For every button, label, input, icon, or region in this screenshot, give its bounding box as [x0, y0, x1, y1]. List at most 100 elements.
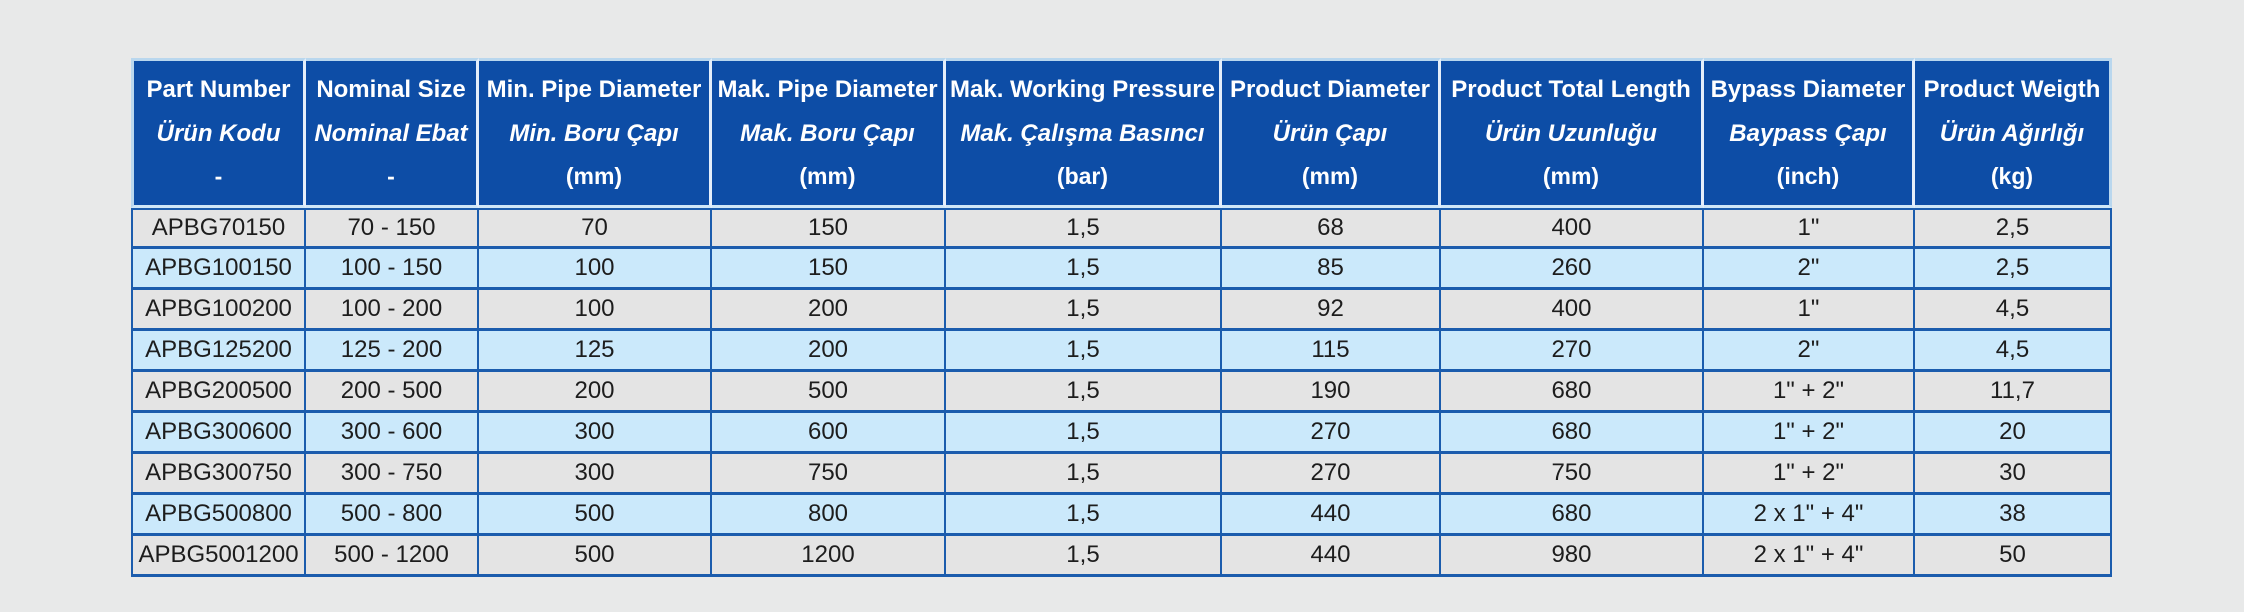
table-row-APBG500800: APBG500800 500 - 800 500 800 1,5 440 680 2 x 1"…	[131, 495, 2112, 536]
cell-min-pipe-diameter: 125	[479, 331, 712, 372]
column-unit: -	[387, 162, 395, 189]
cell-mak-pipe-diameter: 150	[712, 249, 946, 290]
column-title-tr: Ürün Kodu	[156, 119, 281, 147]
column-title-en: Min. Pipe Diameter	[486, 76, 702, 104]
cell-part-number: APBG200500	[131, 372, 306, 413]
cell-product-total-length: 260	[1440, 249, 1704, 290]
column-header-inner: Nominal Size Nominal Ebat -	[310, 61, 472, 205]
column-title-tr: Ürün Ağırlığı	[1939, 119, 2085, 147]
cell-bypass-diameter: 1" + 2"	[1703, 454, 1915, 495]
cell-mak-working-pressure: 1,5	[946, 249, 1222, 290]
cell-mak-pipe-diameter: 150	[712, 208, 946, 249]
cell-part-number: APBG300750	[131, 454, 306, 495]
cell-product-diameter: 115	[1221, 331, 1441, 372]
column-title-en: Product Diameter	[1229, 76, 1431, 104]
cell-min-pipe-diameter: 100	[479, 249, 712, 290]
column-header-inner: Mak. Pipe Diameter Mak. Boru Çapı (mm)	[716, 61, 939, 205]
cell-nominal-size: 125 - 200	[306, 331, 479, 372]
cell-part-number: APBG125200	[131, 331, 306, 372]
product-spec-table: Part Number Ürün Kodu - Nominal Size Nominal…	[131, 58, 2112, 577]
cell-nominal-size: 70 - 150	[306, 208, 479, 249]
column-header-product-weigth: Product Weigth Ürün Ağırlığı (kg)	[1914, 58, 2112, 208]
cell-mak-pipe-diameter: 800	[712, 495, 946, 536]
column-unit: (mm)	[565, 162, 623, 189]
column-title-tr: Nominal Ebat	[314, 119, 468, 147]
cell-nominal-size: 200 - 500	[306, 372, 479, 413]
column-title-tr: Mak. Boru Çapı	[740, 119, 915, 147]
column-header-inner: Part Number Ürün Kodu -	[138, 61, 299, 205]
cell-mak-working-pressure: 1,5	[946, 372, 1222, 413]
column-unit: (inch)	[1776, 162, 1840, 189]
column-title-en: Product Total Length	[1451, 76, 1691, 104]
table-row-APBG200500: APBG200500 200 - 500 200 500 1,5 190 680 1" + 2…	[131, 372, 2112, 413]
table-row-APBG125200: APBG125200 125 - 200 125 200 1,5 115 270 2" 4,5	[131, 331, 2112, 372]
column-header-product-total-length: Product Total Length Ürün Uzunluğu (mm)	[1440, 58, 1704, 208]
cell-bypass-diameter: 1" + 2"	[1703, 413, 1915, 454]
column-title-tr: Min. Boru Çapı	[509, 119, 679, 147]
cell-product-diameter: 270	[1221, 454, 1441, 495]
cell-nominal-size: 500 - 800	[306, 495, 479, 536]
cell-min-pipe-diameter: 300	[479, 413, 712, 454]
cell-bypass-diameter: 2 x 1" + 4"	[1703, 536, 1915, 577]
cell-min-pipe-diameter: 300	[479, 454, 712, 495]
cell-bypass-diameter: 2 x 1" + 4"	[1703, 495, 1915, 536]
cell-bypass-diameter: 1"	[1703, 290, 1915, 331]
cell-mak-pipe-diameter: 200	[712, 290, 946, 331]
cell-product-weigth: 2,5	[1914, 249, 2112, 290]
cell-mak-pipe-diameter: 500	[712, 372, 946, 413]
column-title-tr: Ürün Uzunluğu	[1485, 119, 1657, 147]
cell-product-diameter: 85	[1221, 249, 1441, 290]
cell-product-weigth: 30	[1914, 454, 2112, 495]
table-row-APBG5001200: APBG5001200 500 - 1200 500 1200 1,5 440 980 2 x…	[131, 536, 2112, 577]
table-header: Part Number Ürün Kodu - Nominal Size Nominal…	[131, 58, 2112, 208]
column-unit: (bar)	[1056, 162, 1109, 189]
cell-mak-working-pressure: 1,5	[946, 331, 1222, 372]
cell-product-weigth: 38	[1914, 495, 2112, 536]
cell-min-pipe-diameter: 500	[479, 536, 712, 577]
cell-nominal-size: 300 - 750	[306, 454, 479, 495]
cell-part-number: APBG100150	[131, 249, 306, 290]
cell-min-pipe-diameter: 70	[479, 208, 712, 249]
cell-part-number: APBG70150	[131, 208, 306, 249]
column-title-en: Part Number	[146, 76, 291, 104]
cell-mak-working-pressure: 1,5	[946, 290, 1222, 331]
column-title-tr: Baypass Çapı	[1729, 119, 1887, 147]
column-header-mak-working-pressure: Mak. Working Pressure Mak. Çalışma Basınc…	[946, 58, 1222, 208]
cell-product-weigth: 50	[1914, 536, 2112, 577]
cell-mak-pipe-diameter: 1200	[712, 536, 946, 577]
cell-product-total-length: 680	[1440, 413, 1704, 454]
cell-product-total-length: 980	[1440, 536, 1704, 577]
table-row-APBG100150: APBG100150 100 - 150 100 150 1,5 85 260 2" 2,5	[131, 249, 2112, 290]
cell-min-pipe-diameter: 100	[479, 290, 712, 331]
cell-product-weigth: 2,5	[1914, 208, 2112, 249]
table-row-APBG100200: APBG100200 100 - 200 100 200 1,5 92 400 1" 4,5	[131, 290, 2112, 331]
cell-product-total-length: 680	[1440, 495, 1704, 536]
column-header-inner: Bypass Diameter Baypass Çapı (inch)	[1708, 61, 1908, 205]
column-header-product-diameter: Product Diameter Ürün Çapı (mm)	[1221, 58, 1441, 208]
column-header-nominal-size: Nominal Size Nominal Ebat -	[306, 58, 479, 208]
cell-part-number: APBG500800	[131, 495, 306, 536]
cell-mak-pipe-diameter: 600	[712, 413, 946, 454]
column-header-inner: Mak. Working Pressure Mak. Çalışma Basınc…	[950, 61, 1215, 205]
cell-nominal-size: 100 - 200	[306, 290, 479, 331]
column-header-mak-pipe-diameter: Mak. Pipe Diameter Mak. Boru Çapı (mm)	[712, 58, 946, 208]
table-body: APBG70150 70 - 150 70 150 1,5 68 400 1" 2,5 APBG1…	[131, 208, 2112, 577]
column-header-bypass-diameter: Bypass Diameter Baypass Çapı (inch)	[1703, 58, 1915, 208]
header-row: Part Number Ürün Kodu - Nominal Size Nominal…	[131, 58, 2112, 208]
column-title-en: Nominal Size	[316, 76, 466, 104]
column-unit: (mm)	[799, 162, 856, 189]
column-header-inner: Min. Pipe Diameter Min. Boru Çapı (mm)	[483, 61, 705, 205]
cell-product-weigth: 4,5	[1914, 331, 2112, 372]
column-header-inner: Product Diameter Ürün Çapı (mm)	[1226, 61, 1434, 205]
table-row-APBG300750: APBG300750 300 - 750 300 750 1,5 270 750 1" + 2…	[131, 454, 2112, 495]
cell-product-diameter: 92	[1221, 290, 1441, 331]
column-unit: (kg)	[1990, 162, 2034, 189]
cell-mak-pipe-diameter: 200	[712, 331, 946, 372]
cell-product-diameter: 270	[1221, 413, 1441, 454]
table-row-APBG70150: APBG70150 70 - 150 70 150 1,5 68 400 1" 2,5	[131, 208, 2112, 249]
column-title-tr: Ürün Çapı	[1272, 119, 1388, 147]
column-title-en: Mak. Working Pressure	[950, 76, 1215, 104]
column-header-inner: Product Weigth Ürün Ağırlığı (kg)	[1919, 61, 2105, 205]
column-unit: (mm)	[1542, 162, 1600, 189]
cell-product-total-length: 750	[1440, 454, 1704, 495]
